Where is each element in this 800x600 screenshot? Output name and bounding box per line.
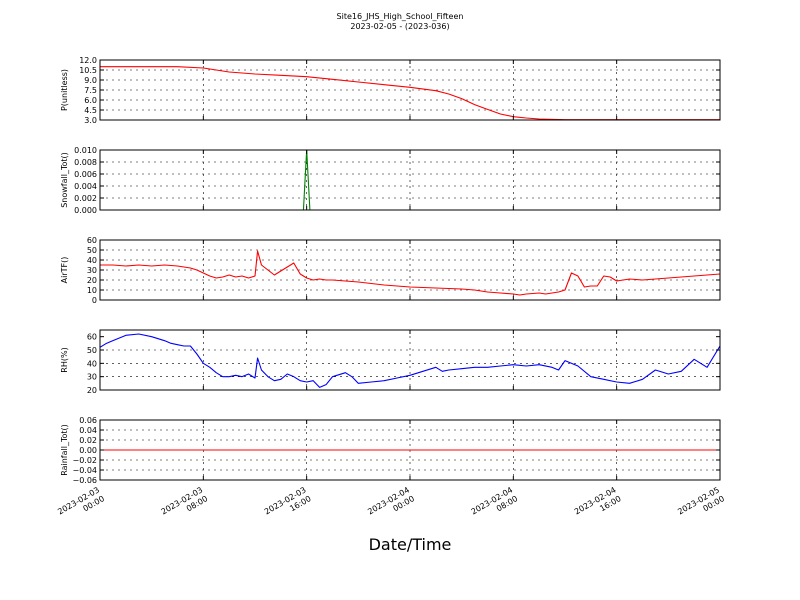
airtemp-ytick-label: 10 xyxy=(87,286,97,295)
snowfall-ytick-label: 0.010 xyxy=(74,146,97,155)
snowfall-ylabel: Snowfall_Tot() xyxy=(60,152,69,208)
airtemp-ytick-label: 0 xyxy=(92,296,97,305)
xtick-label: 2023-02-0308:00 xyxy=(160,485,210,525)
panel-rh: 20 30 40 50 60 RH(%) xyxy=(60,329,721,395)
snowfall-ytick-label: 0.004 xyxy=(74,182,97,191)
chart-title: Site16_JHS_High_School_Fifteen xyxy=(337,12,464,21)
pressure-ytick-label: 3.0 xyxy=(84,116,97,125)
rainfall-ytick-label: 0.02 xyxy=(79,436,97,445)
rh-series-line xyxy=(99,333,721,388)
rh-ytick-label: 40 xyxy=(87,359,97,368)
airtemp-ytick-label: 20 xyxy=(87,276,97,285)
airtemp-ytick-label: 60 xyxy=(87,236,97,245)
rainfall-ytick-label: 0.06 xyxy=(79,416,97,425)
airtemp-ytick-label: 30 xyxy=(87,266,97,275)
xtick-label: 2023-02-0416:00 xyxy=(573,485,623,525)
rainfall-ytick-label: −0.02 xyxy=(72,456,97,465)
xtick-label: 2023-02-0500:00 xyxy=(676,485,726,525)
pressure-series-line xyxy=(100,66,720,121)
snowfall-ytick-label: 0.000 xyxy=(74,206,97,215)
pressure-ytick-label: 7.5 xyxy=(84,86,97,95)
chart-subtitle: 2023-02-05 - (2023-036) xyxy=(350,22,449,31)
rainfall-ylabel: Rainfall_Tot() xyxy=(60,424,69,476)
pressure-ytick-label: 4.5 xyxy=(84,106,97,115)
panel-snowfall: 0.000 0.002 0.004 0.006 0.008 0.010 Snowfall_T… xyxy=(60,146,721,215)
airtemp-series-line xyxy=(100,250,721,296)
snowfall-ytick-label: 0.006 xyxy=(74,170,97,179)
rh-ytick-label: 60 xyxy=(87,333,97,342)
rh-ytick-label: 50 xyxy=(87,346,97,355)
panels: 3.04.56.07.59.010.512.0P(unitless)0.0000… xyxy=(56,56,726,525)
xtick-label: 2023-02-0408:00 xyxy=(470,485,520,525)
x-axis-label: Date/Time xyxy=(369,535,452,554)
pressure-ytick-label: 9.0 xyxy=(84,76,97,85)
panel-pressure: 3.04.56.07.59.010.512.0 P(unitless) xyxy=(60,56,721,125)
xtick-label: 2023-02-0300:00 xyxy=(56,485,106,525)
rh-ytick-label: 20 xyxy=(87,386,97,395)
rainfall-ytick-label: 0.04 xyxy=(79,426,97,435)
pressure-ylabel: P(unitless) xyxy=(60,69,69,111)
rh-ytick-label: 30 xyxy=(87,373,97,382)
airtemp-ytick-label: 40 xyxy=(87,256,97,265)
pressure-ytick-label: 12.0 xyxy=(79,56,97,65)
xtick-label: 2023-02-0316:00 xyxy=(263,485,313,525)
airtemp-ylabel: AirTF() xyxy=(60,257,69,284)
xtick-label: 2023-02-0400:00 xyxy=(366,485,416,525)
snowfall-ytick-label: 0.008 xyxy=(74,158,97,167)
rainfall-ytick-label: 0.00 xyxy=(79,446,97,455)
snowfall-ytick-label: 0.002 xyxy=(74,194,97,203)
rainfall-ytick-label: −0.06 xyxy=(72,476,97,485)
rh-ylabel: RH(%) xyxy=(60,347,69,372)
pressure-ytick-label: 10.5 xyxy=(79,66,97,75)
pressure-ytick-label: 6.0 xyxy=(84,96,97,105)
airtemp-ytick-label: 50 xyxy=(87,246,97,255)
panel-rainfall: −0.06−0.04−0.020.000.020.040.06 Rainfall_… xyxy=(60,416,721,485)
rainfall-ytick-label: −0.04 xyxy=(72,466,97,475)
